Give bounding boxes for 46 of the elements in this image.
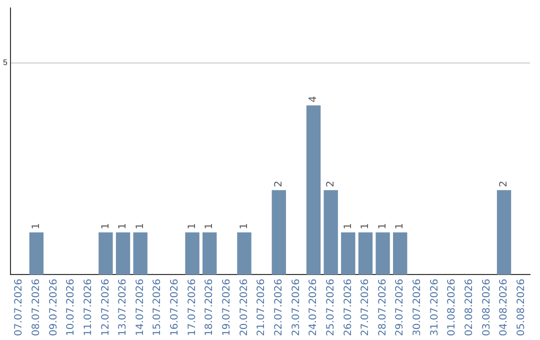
data-label: 2 — [498, 180, 510, 188]
data-label: 1 — [377, 223, 388, 230]
x-tick-label: 31.07.2026 — [429, 278, 440, 336]
data-label: 1 — [100, 223, 112, 230]
x-tick-label: 15.07.2026 — [152, 278, 164, 336]
data-label: 1 — [360, 223, 372, 230]
x-tick-label: 30.07.2026 — [412, 278, 424, 336]
x-tick-label: 10.07.2026 — [66, 278, 77, 336]
x-tick-label: 12.07.2026 — [100, 278, 112, 336]
x-tick-label: 02.08.2026 — [464, 278, 475, 336]
x-tick-label: 08.07.2026 — [31, 278, 42, 336]
data-label: 1 — [238, 223, 250, 230]
data-label: 1 — [204, 223, 216, 230]
x-tick-label: 07.07.2026 — [14, 278, 25, 336]
x-tick-label: 04.08.2026 — [498, 278, 510, 336]
x-tick-label: 05.08.2026 — [516, 278, 527, 336]
x-tick-label: 13.07.2026 — [118, 278, 129, 336]
x-tick-label: 27.07.2026 — [360, 278, 372, 336]
y-tick-label: 5 — [2, 58, 8, 68]
x-tick-label: 01.08.2026 — [446, 278, 458, 336]
x-tick-label: 28.07.2026 — [377, 278, 388, 336]
x-tick-label: 11.07.2026 — [82, 278, 94, 336]
x-tick-label: 20.07.2026 — [238, 278, 250, 336]
x-tick-label: 18.07.2026 — [204, 278, 216, 336]
data-label: 4 — [308, 96, 320, 102]
x-tick-label: 21.07.2026 — [256, 278, 268, 336]
x-tick-label: 03.08.2026 — [481, 278, 492, 336]
data-label: 2 — [325, 180, 336, 188]
data-label: 1 — [134, 223, 146, 230]
data-label: 2 — [273, 180, 284, 188]
x-tick-label: 19.07.2026 — [222, 278, 233, 336]
x-tick-label: 09.07.2026 — [48, 278, 60, 336]
x-tick-label: 26.07.2026 — [342, 278, 354, 336]
x-tick-label: 14.07.2026 — [134, 278, 146, 336]
x-tick-label: 29.07.2026 — [394, 278, 406, 336]
x-tick-label: 23.07.2026 — [290, 278, 302, 336]
data-label: 1 — [186, 223, 198, 230]
x-tick-label: 16.07.2026 — [170, 278, 181, 336]
x-tick-label: 22.07.2026 — [273, 278, 284, 336]
data-label: 1 — [118, 223, 129, 230]
x-tick-label: 25.07.2026 — [325, 278, 336, 336]
data-label: 1 — [31, 223, 42, 230]
data-label: 1 — [342, 223, 354, 230]
x-tick-label: 17.07.2026 — [186, 278, 198, 336]
x-tick-label: 24.07.2026 — [308, 278, 320, 336]
data-label: 1 — [394, 223, 406, 230]
